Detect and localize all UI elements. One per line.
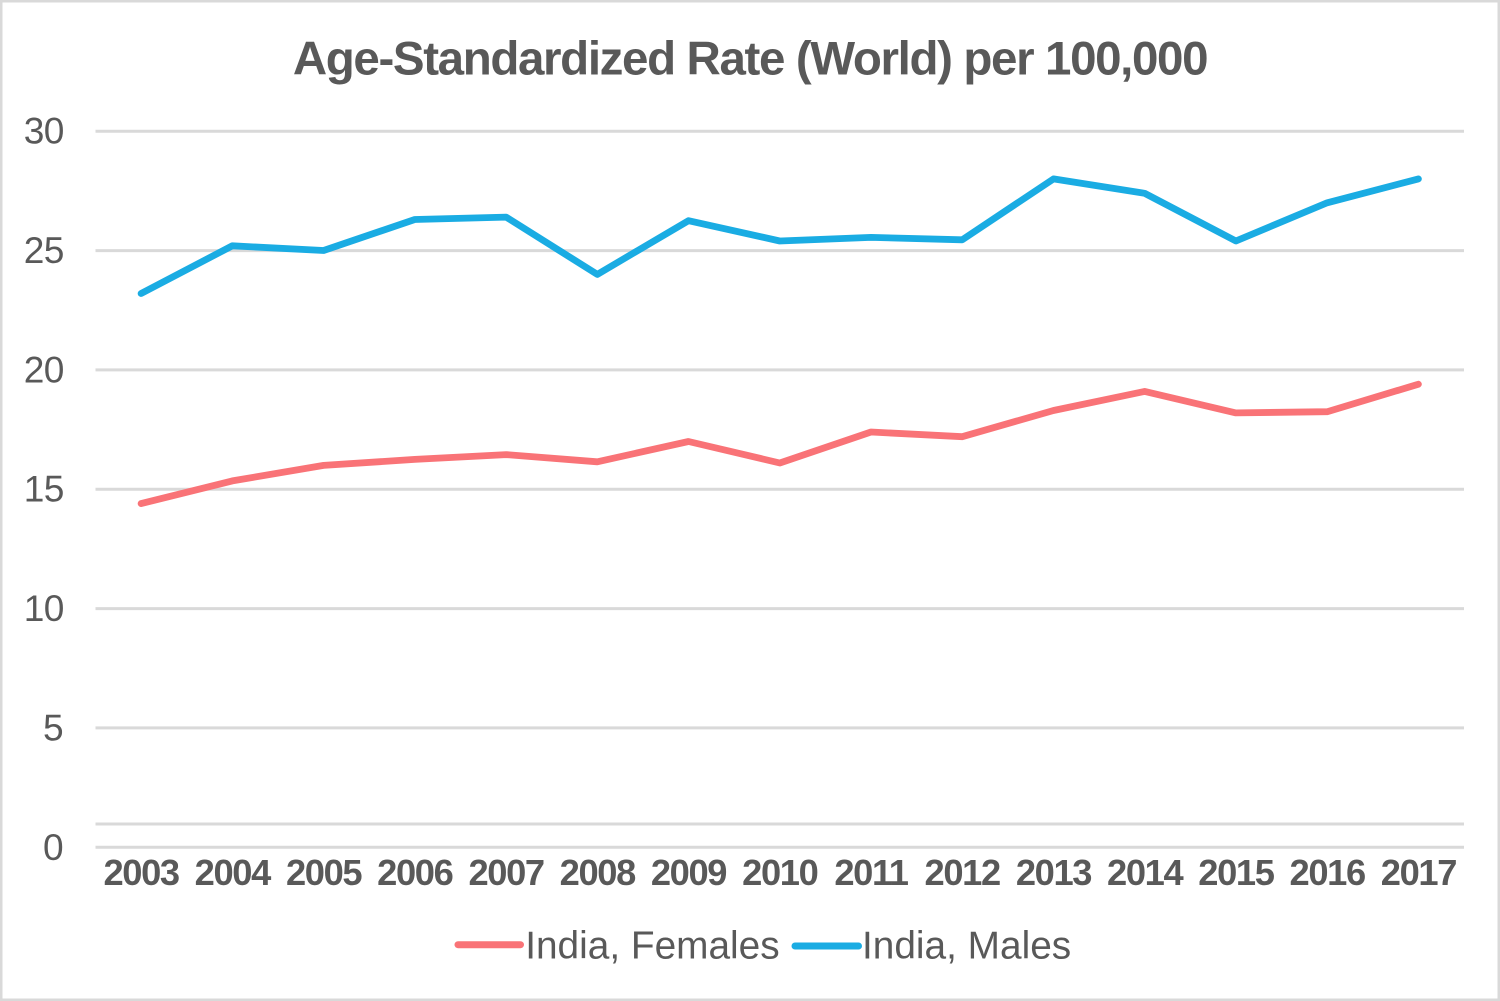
svg-text:2005: 2005 xyxy=(286,852,362,893)
svg-text:India, Females: India, Females xyxy=(525,925,779,968)
svg-text:2011: 2011 xyxy=(834,852,908,893)
svg-text:5: 5 xyxy=(43,706,63,748)
svg-text:10: 10 xyxy=(24,587,64,629)
svg-text:2003: 2003 xyxy=(103,852,178,893)
svg-text:30: 30 xyxy=(24,110,64,152)
svg-text:2010: 2010 xyxy=(742,852,817,893)
svg-text:20: 20 xyxy=(24,348,64,390)
svg-text:2015: 2015 xyxy=(1198,852,1274,893)
svg-text:2004: 2004 xyxy=(195,852,271,893)
svg-text:0: 0 xyxy=(43,826,63,868)
svg-text:2007: 2007 xyxy=(468,852,543,893)
svg-text:25: 25 xyxy=(24,229,64,271)
svg-text:2012: 2012 xyxy=(925,852,1000,893)
svg-text:15: 15 xyxy=(24,468,64,510)
svg-text:2006: 2006 xyxy=(377,852,452,893)
svg-text:2017: 2017 xyxy=(1381,852,1456,893)
svg-text:2009: 2009 xyxy=(651,852,726,893)
svg-text:2014: 2014 xyxy=(1107,852,1183,893)
svg-text:India, Males: India, Males xyxy=(862,925,1071,968)
svg-text:2016: 2016 xyxy=(1290,852,1365,893)
svg-text:2008: 2008 xyxy=(560,852,636,893)
svg-text:2013: 2013 xyxy=(1016,852,1091,893)
svg-text:Age-Standardized Rate (World): Age-Standardized Rate (World) per 100,00… xyxy=(293,32,1207,85)
